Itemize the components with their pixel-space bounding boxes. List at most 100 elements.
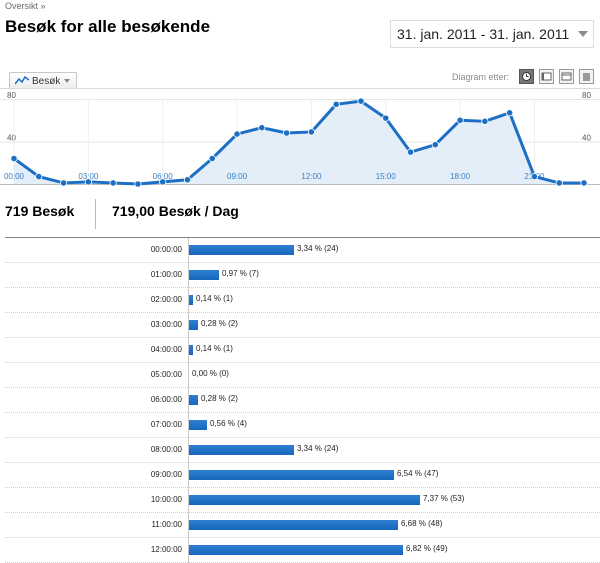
percent-bar — [189, 345, 193, 355]
data-point-14 — [357, 97, 365, 105]
bar-axis — [188, 513, 189, 538]
bar-axis — [188, 463, 189, 488]
percent-bar — [189, 545, 403, 555]
row-separator — [5, 362, 600, 363]
row-separator — [5, 387, 600, 388]
hour-label: 10:00:00 — [150, 495, 182, 504]
percent-bar — [189, 445, 294, 455]
date-range-selector[interactable]: 31. jan. 2011 - 31. jan. 2011 — [390, 20, 594, 48]
x-tick-label-1: 03:00 — [78, 172, 99, 181]
data-point-3 — [84, 178, 92, 186]
row-separator — [5, 512, 600, 513]
data-point-13 — [332, 100, 340, 108]
month-icon — [583, 73, 590, 81]
row-separator — [5, 337, 600, 338]
table-row: 10:00:00 7,37 % (53) — [5, 488, 600, 513]
data-point-5 — [134, 180, 142, 188]
table-row: 01:00:00 0,97 % (7) — [5, 263, 600, 288]
hour-label: 09:00:00 — [150, 470, 182, 479]
data-point-11 — [283, 129, 291, 137]
percent-value: 0,14 % (1) — [196, 294, 233, 303]
x-tick-label-0: 00:00 — [4, 172, 25, 181]
y-tick-label-right-1: 40 — [582, 134, 591, 143]
x-tick-label-5: 15:00 — [376, 172, 397, 181]
data-point-6 — [159, 178, 167, 186]
line-chart-icon — [15, 76, 29, 85]
percent-value: 6,54 % (47) — [397, 469, 439, 478]
data-point-4 — [109, 179, 117, 187]
hour-view-button[interactable] — [519, 69, 534, 84]
percent-value: 7,37 % (53) — [423, 494, 465, 503]
percent-bar — [189, 270, 219, 280]
percent-bar — [189, 245, 294, 255]
total-visits: 719 Besøk — [5, 203, 75, 219]
table-top-border — [5, 237, 600, 238]
bar-axis — [188, 363, 189, 388]
table-row: 08:00:00 3,34 % (24) — [5, 438, 600, 463]
percent-bar — [189, 495, 420, 505]
percent-value: 3,34 % (24) — [297, 444, 339, 453]
bar-axis — [188, 413, 189, 438]
hour-label: 05:00:00 — [150, 370, 182, 379]
hour-label: 00:00:00 — [150, 245, 182, 254]
row-separator — [5, 412, 600, 413]
breadcrumb[interactable]: Oversikt » — [5, 1, 46, 11]
bar-axis — [188, 288, 189, 313]
x-tick-label-2: 06:00 — [153, 172, 174, 181]
week-view-button[interactable] — [559, 69, 574, 84]
data-point-7 — [183, 176, 192, 184]
day-view-button[interactable] — [539, 69, 554, 84]
hour-label: 02:00:00 — [150, 295, 182, 304]
day-icon — [541, 72, 552, 81]
metric-selector-label: Besøk — [32, 76, 61, 87]
data-point-1 — [35, 172, 43, 181]
table-row: 04:00:00 0,14 % (1) — [5, 338, 600, 363]
table-row: 12:00:00 6,82 % (49) — [5, 538, 600, 563]
caret-down-icon — [64, 79, 70, 83]
table-row: 06:00:00 0,28 % (2) — [5, 388, 600, 413]
data-point-16 — [406, 148, 415, 156]
metric-selector-button[interactable]: Besøk — [9, 72, 77, 89]
data-point-2 — [59, 179, 68, 187]
x-tick-label-4: 12:00 — [301, 172, 322, 181]
bar-axis — [188, 313, 189, 338]
table-row: 02:00:00 0,14 % (1) — [5, 288, 600, 313]
table-row: 11:00:00 6,68 % (48) — [5, 513, 600, 538]
table-row: 00:00:00 3,34 % (24) — [5, 238, 600, 263]
hour-label: 01:00:00 — [150, 270, 182, 279]
bar-axis — [188, 338, 189, 363]
bar-axis — [188, 538, 189, 563]
row-separator — [5, 287, 600, 288]
y-tick-label-left-1: 40 — [7, 134, 16, 143]
data-point-15 — [382, 114, 390, 122]
data-point-22 — [555, 179, 563, 187]
hour-label: 07:00:00 — [150, 420, 182, 429]
row-separator — [5, 312, 600, 313]
visits-chart: 80 80 40 40 00:00 03:00 06:00 09:00 12:00 15:00 18… — [0, 88, 600, 193]
percent-value: 0,28 % (2) — [201, 319, 238, 328]
row-separator — [5, 462, 600, 463]
month-view-button[interactable] — [579, 69, 594, 84]
percent-bar — [189, 470, 394, 480]
row-separator — [5, 262, 600, 263]
visits-chart-svg: 80 80 40 40 00:00 03:00 06:00 09:00 12:00 15:00 18… — [0, 88, 600, 188]
percent-value: 3,34 % (24) — [297, 244, 339, 253]
visits-per-day: 719,00 Besøk / Dag — [112, 203, 239, 219]
dropdown-arrow-icon — [578, 31, 588, 37]
table-row: 05:00:00 0,00 % (0) — [5, 363, 600, 388]
y-tick-label-left-0: 80 — [7, 91, 16, 100]
data-point-10 — [258, 124, 266, 132]
x-tick-label-3: 09:00 — [227, 172, 248, 181]
percent-bar — [189, 295, 193, 305]
percent-value: 0,56 % (4) — [210, 419, 247, 428]
data-point-20 — [506, 109, 514, 117]
row-separator — [5, 437, 600, 438]
hour-label: 03:00:00 — [150, 320, 182, 329]
percent-bar — [189, 395, 198, 405]
hour-label: 12:00:00 — [150, 545, 182, 554]
bar-axis — [188, 438, 189, 463]
page-title: Besøk for alle besøkende — [5, 17, 211, 36]
percent-bar — [189, 420, 207, 430]
data-point-0 — [10, 154, 18, 163]
percent-value: 0,28 % (2) — [201, 394, 238, 403]
